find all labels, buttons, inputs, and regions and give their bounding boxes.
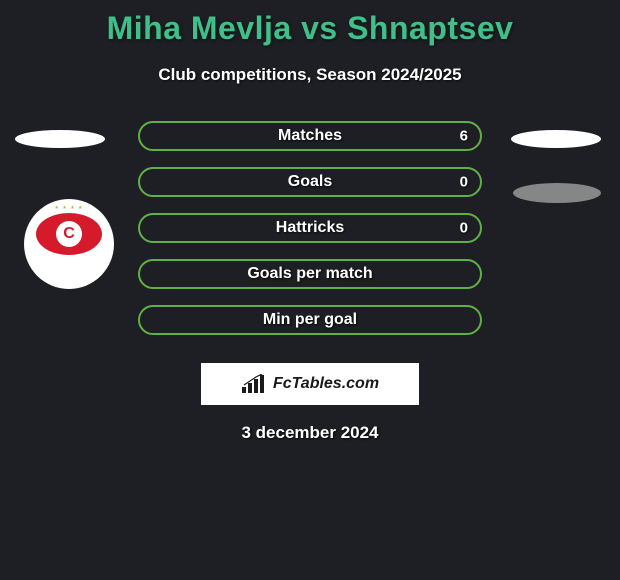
stat-label: Goals per match <box>247 265 372 283</box>
stat-pill-mpg: Min per goal <box>138 305 482 335</box>
stat-label: Goals <box>288 173 332 191</box>
stat-row: Goals per match <box>0 251 620 297</box>
stat-pill-gpm: Goals per match <box>138 259 482 289</box>
stat-pill-matches: Matches 6 <box>138 121 482 151</box>
logo-text: FcTables.com <box>273 375 379 393</box>
stat-label: Min per goal <box>263 311 357 329</box>
comparison-panel: ★ ★ ★ ★ C Matches 6 Goals 0 Hattricks 0 … <box>0 113 620 443</box>
stat-value: 0 <box>460 174 468 191</box>
page-title: Miha Mevlja vs Shnaptsev <box>0 0 620 47</box>
stat-row: Min per goal <box>0 297 620 343</box>
stat-row: Goals 0 <box>0 159 620 205</box>
stat-label: Hattricks <box>276 219 344 237</box>
stat-row: Hattricks 0 <box>0 205 620 251</box>
stat-pill-goals: Goals 0 <box>138 167 482 197</box>
stat-label: Matches <box>278 127 342 145</box>
subtitle: Club competitions, Season 2024/2025 <box>0 65 620 85</box>
stat-value: 6 <box>460 128 468 145</box>
chart-icon <box>241 374 269 394</box>
stat-value: 0 <box>460 220 468 237</box>
date-label: 3 december 2024 <box>0 423 620 443</box>
stat-pill-hattricks: Hattricks 0 <box>138 213 482 243</box>
stat-row: Matches 6 <box>0 113 620 159</box>
site-logo[interactable]: FcTables.com <box>201 363 419 405</box>
